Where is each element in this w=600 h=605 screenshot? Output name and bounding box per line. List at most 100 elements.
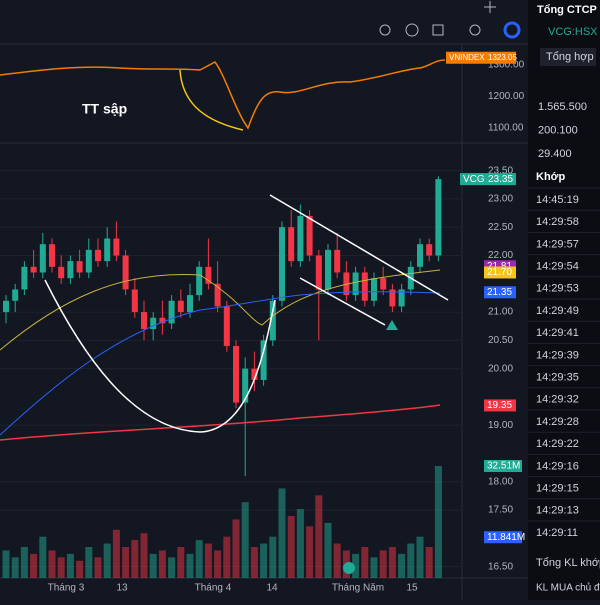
candle-body (343, 272, 350, 296)
candle-body (122, 255, 129, 290)
candle-body (30, 266, 37, 273)
panel-time: 14:45:19 (536, 194, 579, 206)
x-tick-label: 13 (116, 583, 128, 594)
candle-body (104, 238, 111, 262)
y-tick-label: 20.50 (488, 335, 513, 346)
candle-body (131, 289, 138, 313)
volume-bar (333, 543, 341, 578)
candle-body (67, 261, 74, 279)
index-tick-label: 1200.00 (488, 91, 525, 102)
volume-tag-label: 11.841M (487, 532, 525, 543)
ma-tag-label: 19.35 (487, 400, 512, 411)
candle-body (435, 179, 442, 256)
panel-time: 14:29:41 (536, 327, 579, 339)
volume-bar (195, 540, 203, 578)
volume-bar (94, 557, 102, 578)
candle-body (306, 215, 313, 256)
candle-body (95, 249, 101, 262)
drawing (179, 69, 244, 131)
ma-line (0, 291, 441, 436)
x-tick-label: 14 (266, 583, 278, 594)
volume-bar (379, 550, 387, 578)
annotation: TT sập (82, 101, 127, 117)
candle-body (389, 289, 396, 307)
panel-section: Khớp (536, 171, 565, 183)
volume-bar (11, 557, 19, 578)
ma-line (0, 269, 441, 351)
volume-tag (484, 460, 522, 472)
ma-tag (484, 399, 516, 412)
ma-tag (484, 266, 516, 279)
candle-body (205, 266, 212, 284)
candle-body (21, 266, 28, 290)
volume-tag (484, 531, 522, 544)
candle-body (113, 238, 120, 256)
candle-body (49, 244, 55, 267)
toolbar-icons[interactable] (379, 1, 521, 39)
y-tick-label: 17.50 (488, 505, 513, 516)
y-tick-label: 16.50 (488, 561, 513, 572)
candle-body (177, 300, 184, 313)
candle-body (288, 227, 295, 262)
candle-body (297, 215, 304, 262)
toolbar (0, 0, 528, 44)
volume-bar (158, 550, 166, 578)
volume-bar (103, 543, 111, 578)
candle-body (12, 289, 19, 301)
volume-bar (434, 466, 442, 578)
candle-body (334, 249, 341, 273)
panel-footer: KL MUA chủ độ (536, 582, 600, 594)
volume-bar (48, 550, 56, 578)
event-marker[interactable] (343, 562, 355, 574)
volume-bar (140, 533, 148, 578)
candle-body (3, 300, 9, 313)
volume-bar (149, 553, 157, 578)
volume-bar (76, 560, 84, 578)
y-tick-label: 22.50 (488, 222, 513, 233)
volume-bar (361, 546, 369, 578)
panel-tab-bg[interactable] (540, 48, 596, 66)
candle-body (150, 317, 157, 330)
panel-tab: Tổng hợp (546, 51, 594, 63)
candle-body (187, 295, 193, 313)
volume-bar (388, 546, 396, 578)
candle-body (141, 312, 147, 330)
last-price-label: 23.35 (488, 174, 513, 185)
index-tick-label: 1300.00 (488, 60, 525, 71)
panel-time: 14:29:57 (536, 238, 579, 250)
index-tag-value: 1323.05 (488, 53, 517, 62)
volume-bar (186, 553, 194, 578)
volume-bar (20, 546, 28, 578)
x-tick-label: Tháng Năm (332, 583, 384, 594)
volume-bar (250, 546, 258, 578)
panel-time: 14:29:32 (536, 394, 579, 406)
volume-bar (315, 495, 323, 578)
symbol-tag: VCG (463, 174, 485, 185)
ma-tag-label: 21.81 (487, 261, 512, 272)
panel-title: Tổng CTCP (537, 4, 597, 16)
candle-body (214, 283, 221, 307)
volume-bar (416, 536, 424, 578)
panel-time: 14:29:22 (536, 438, 579, 450)
volume-bar (168, 557, 176, 578)
volume-bar (85, 546, 93, 578)
candle-body (417, 244, 423, 267)
panel-time: 14:29:13 (536, 505, 579, 517)
last-price-tag (460, 173, 516, 186)
volume-bar (232, 519, 240, 578)
panel-stat: 200.100 (538, 124, 578, 136)
volume-bar (214, 550, 222, 578)
candle-body (325, 249, 331, 290)
candle-body (315, 255, 322, 290)
candle-body (39, 244, 46, 273)
side-panel (528, 0, 600, 600)
volume-bar (425, 546, 433, 578)
y-tick-label: 21.00 (488, 307, 513, 318)
panel-time: 14:29:53 (536, 283, 579, 295)
candle-body (85, 249, 92, 273)
panel-footer: Tổng KL khớp (536, 557, 600, 569)
volume-tag-label: 32.51M (487, 461, 520, 472)
panel-stat: 1.565.500 (538, 101, 587, 113)
ma-line (0, 404, 441, 441)
candle-body (159, 317, 166, 324)
